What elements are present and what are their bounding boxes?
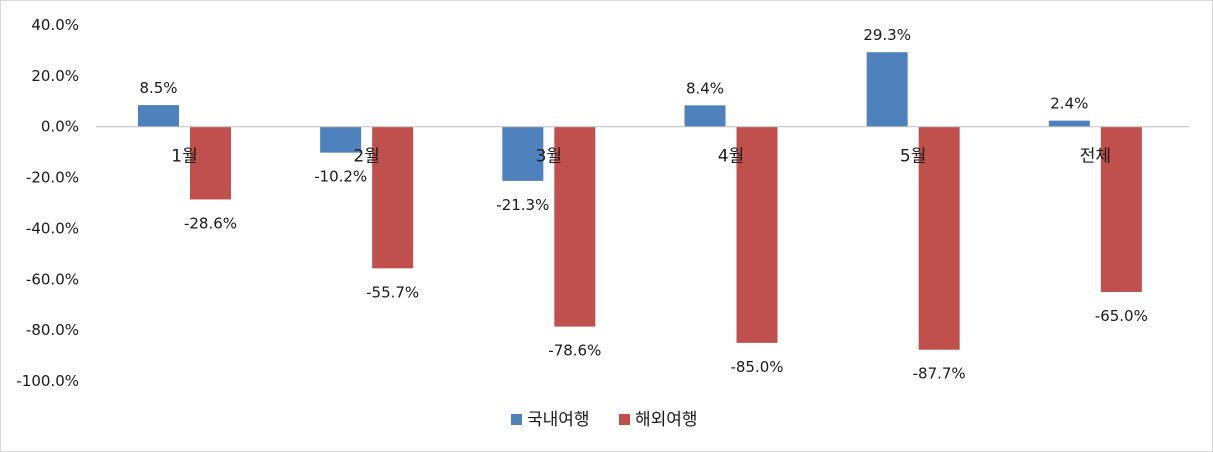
y-tick-label: -40.0%: [26, 219, 79, 237]
bar-domestic: [866, 52, 908, 127]
category-label: 5월: [900, 147, 926, 167]
y-tick-label: 40.0%: [31, 16, 79, 34]
legend-label: 해외여행: [635, 410, 698, 430]
legend: 국내여행 해외여행: [511, 410, 698, 430]
y-tick-label: 20.0%: [31, 67, 79, 85]
bar-domestic: [320, 126, 362, 153]
category-label: 2월: [353, 147, 379, 167]
category-labels: 1월 2월 3월 4월 5월 전체: [171, 147, 1111, 167]
bar-domestic: [684, 105, 726, 127]
data-label: -21.3%: [496, 196, 549, 214]
data-label: -78.6%: [548, 342, 601, 360]
y-axis: 40.0% 20.0% 0.0% -20.0% -40.0% -60.0% -80.0% -1…: [16, 16, 79, 390]
data-label: -28.6%: [184, 214, 237, 232]
data-label: -55.7%: [366, 283, 419, 301]
y-tick-label: -100.0%: [16, 372, 79, 390]
bar-overseas: [736, 126, 778, 343]
y-tick-label: -60.0%: [26, 270, 79, 288]
data-label: -87.7%: [913, 365, 966, 383]
legend-label: 국내여행: [527, 410, 590, 430]
bar-overseas: [918, 126, 960, 350]
data-labels: 8.5% -10.2% -21.3% 8.4% 29.3% 2.4% -28.6% -55.7…: [139, 26, 1147, 383]
y-tick-label: 0.0%: [41, 118, 79, 136]
data-label: 2.4%: [1050, 95, 1088, 113]
legend-swatch: [619, 414, 630, 425]
y-tick-label: -20.0%: [26, 169, 79, 187]
bar-overseas: [372, 126, 414, 269]
bar-overseas: [190, 126, 231, 200]
data-label: -65.0%: [1095, 307, 1148, 325]
bar-domestic: [502, 126, 544, 181]
category-label: 4월: [718, 147, 744, 167]
category-label: 전체: [1080, 147, 1111, 167]
bar-overseas: [554, 126, 596, 327]
category-label: 1월: [171, 147, 197, 167]
data-label: 8.4%: [686, 79, 724, 97]
category-label: 3월: [536, 147, 562, 167]
data-label: -85.0%: [730, 358, 783, 376]
bar-overseas: [1100, 126, 1142, 292]
bar-domestic: [1048, 120, 1090, 127]
data-label: 8.5%: [139, 79, 177, 97]
y-tick-label: -80.0%: [26, 321, 79, 339]
legend-swatch: [511, 414, 522, 425]
data-label: 29.3%: [863, 26, 911, 44]
bar-domestic: [138, 105, 179, 127]
data-label: -10.2%: [314, 168, 367, 186]
bars-layer: [138, 52, 1142, 350]
